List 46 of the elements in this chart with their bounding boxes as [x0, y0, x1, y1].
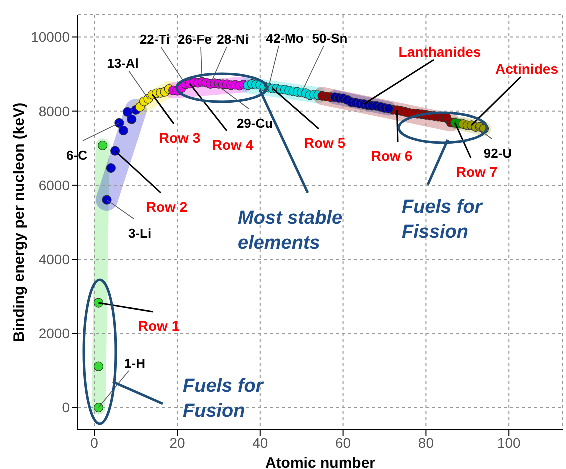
- annotation: Fuels for Fission: [402, 197, 484, 243]
- annotation: 13-Al: [107, 56, 139, 71]
- point: [122, 107, 133, 118]
- point: [102, 195, 112, 205]
- x-tick-label: 100: [497, 434, 522, 451]
- y-tick-label: 2000: [38, 326, 70, 342]
- x-tick-label: 40: [252, 434, 268, 451]
- series-label: Row 3: [159, 130, 201, 146]
- text: Row 7: [456, 164, 498, 180]
- text: Row 6: [371, 148, 413, 164]
- x-tick-label: 20: [170, 434, 186, 451]
- annotation: 28-Ni: [217, 32, 249, 47]
- annotation: 26-Fe: [178, 32, 212, 47]
- text: Row 5: [304, 135, 346, 151]
- y-tick-label: 10000: [31, 29, 70, 46]
- annotation: 50-Sn: [312, 31, 348, 46]
- point: [114, 118, 124, 128]
- x-tick-label: 0: [90, 434, 99, 451]
- text: Row 1: [138, 318, 180, 334]
- annotation: 3-Li: [128, 226, 152, 241]
- text: Actinides: [495, 61, 559, 77]
- y-tick-label: 0: [62, 400, 70, 416]
- point: [106, 163, 116, 174]
- point: [118, 126, 128, 136]
- annotation: 1-H: [124, 356, 146, 371]
- x-axis-title: Atomic number: [265, 455, 376, 469]
- x-tick-label: 60: [336, 434, 352, 451]
- x-tick-label: 80: [418, 434, 434, 451]
- point: [94, 402, 104, 413]
- point: [384, 104, 394, 114]
- text: Lanthanides: [398, 44, 482, 60]
- point: [98, 140, 108, 150]
- y-tick-label: 8000: [38, 103, 70, 120]
- annotation: 29-Cu: [236, 116, 274, 131]
- y-tick-label: 6000: [38, 177, 70, 194]
- text: Row 4: [212, 137, 254, 153]
- annotation: Most stable elements: [238, 208, 343, 254]
- point: [127, 114, 137, 124]
- annotation: 42-Mo: [266, 31, 304, 46]
- annotation: Fuels for Fusion: [183, 376, 265, 422]
- annotation: 92-U: [484, 146, 512, 161]
- y-tick-label: 4000: [38, 252, 70, 268]
- text: Row 2: [146, 199, 188, 215]
- annotation: 22-Ti: [140, 32, 170, 47]
- y-axis-title: Binding energy per nucleon (keV): [11, 102, 28, 342]
- point: [94, 362, 104, 372]
